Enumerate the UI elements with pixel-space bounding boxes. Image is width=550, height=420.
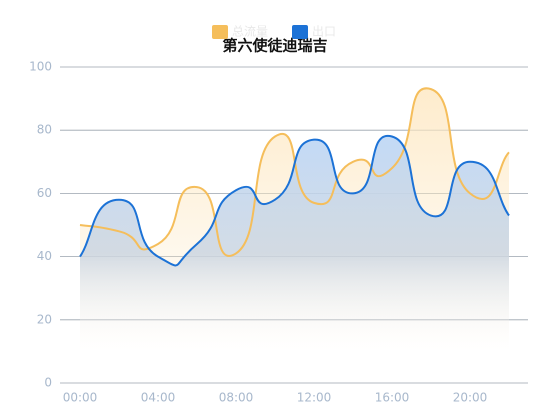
x-tick-label: 12:00 xyxy=(297,391,332,405)
legend-swatch xyxy=(212,25,228,39)
chart-title: 第六使徒迪瑞吉 xyxy=(222,37,327,55)
x-tick-label: 16:00 xyxy=(375,391,410,405)
y-tick-label: 0 xyxy=(44,376,52,390)
y-tick-label: 20 xyxy=(37,312,52,326)
y-tick-label: 80 xyxy=(37,123,52,137)
x-tick-label: 00:00 xyxy=(63,391,98,405)
x-tick-label: 08:00 xyxy=(219,391,254,405)
legend-label: 出口 xyxy=(312,25,336,39)
line xyxy=(79,87,510,257)
area xyxy=(80,135,509,351)
y-tick-label: 100 xyxy=(29,60,52,74)
legend-label: 总流量 xyxy=(232,25,268,39)
line xyxy=(79,134,510,267)
x-tick-label: 04:00 xyxy=(141,391,176,405)
y-tick-label: 60 xyxy=(37,186,52,200)
legend-swatch xyxy=(292,25,308,39)
x-tick-label: 20:00 xyxy=(453,391,488,405)
y-tick-label: 40 xyxy=(37,249,52,263)
